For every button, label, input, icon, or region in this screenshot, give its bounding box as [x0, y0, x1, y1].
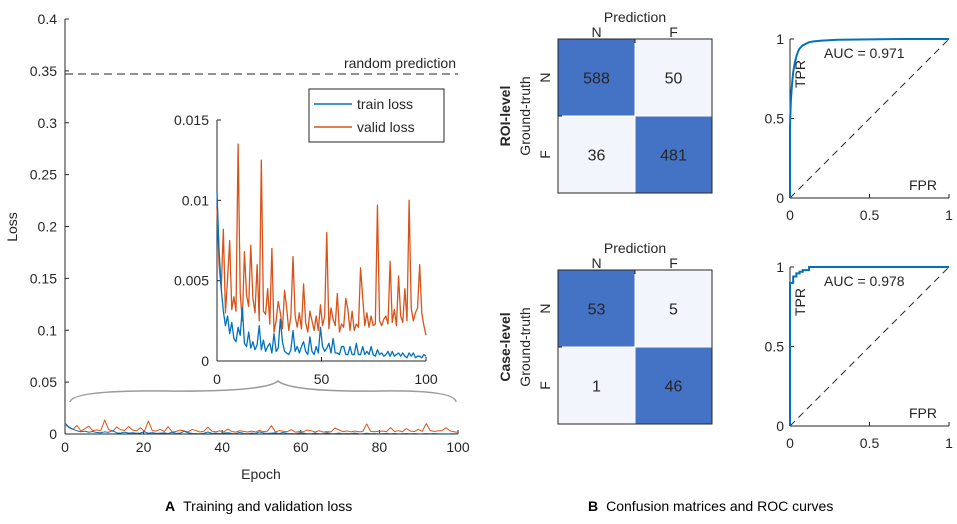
random-prediction-label: random prediction [344, 55, 456, 71]
cm-cell-value: 5 [669, 302, 678, 319]
roc-y-tick-label: 0 [776, 190, 784, 206]
roc-tpr-label: TPR [792, 60, 808, 88]
cm-row-title: Case-level [497, 312, 513, 381]
main-y-tick-label: 0.3 [38, 115, 58, 131]
legend: train loss valid loss [308, 88, 445, 143]
roc-chance-line [789, 266, 950, 427]
caption-a: A Training and validation loss [165, 498, 352, 514]
cm-cell-value: 481 [660, 148, 687, 165]
roc-x-tick-label: 1 [945, 435, 953, 451]
main-x-tick-label: 60 [293, 439, 309, 455]
caption-b-letter: B [588, 498, 599, 514]
cm-cell [634, 38, 713, 117]
roc-auc-label: AUC = 0.971 [824, 45, 905, 61]
cm-cell-value: 588 [583, 71, 610, 88]
zoom-brace [69, 380, 457, 403]
roc-curve-roi: 0 0.5 1 0 0.5 1 AUC = 0.971 FPR TPR [765, 31, 954, 223]
main-y-tick-label: 0.05 [30, 374, 57, 390]
main-y-tick-label: 0.4 [38, 11, 58, 27]
inset-y-tick-label: 0 [201, 353, 209, 369]
roc-x-tick-label: 0.5 [860, 435, 880, 451]
roc-curve-line [789, 266, 949, 426]
cm-col-label: F [669, 255, 678, 271]
main-x-tick-label: 100 [446, 439, 470, 455]
cm-row-title: ROI-level [497, 86, 513, 147]
inset-x-tick-label: 100 [414, 371, 438, 387]
main-y-tick-label: 0 [49, 426, 57, 442]
roc-y-tick-label: 0.5 [765, 339, 785, 355]
roc-y-tick-label: 1 [776, 259, 784, 275]
roc-x-tick-label: 1 [945, 207, 953, 223]
legend-valid-label: valid loss [357, 119, 415, 135]
roc-curve-case: 0 0.5 1 0 0.5 1 AUC = 0.978 FPR TPR [765, 259, 954, 451]
roc-curve-line [789, 38, 949, 198]
main-x-tick-label: 20 [136, 439, 152, 455]
main-x-tick-label: 0 [61, 439, 69, 455]
main-y-tick-label: 0.25 [30, 167, 57, 183]
roc-y-tick-label: 0 [776, 418, 784, 434]
cm-ground-truth-label: Ground-truth [517, 307, 533, 386]
caption-a-letter: A [165, 498, 176, 514]
main-y-axis-label: Loss [4, 212, 20, 242]
inset-loss-plot: 0 50 100 0 0.005 0.01 0.015 [174, 112, 438, 387]
cm-row-label: N [537, 72, 553, 82]
legend-train-label: train loss [357, 96, 413, 112]
roc-tpr-label: TPR [792, 288, 808, 316]
roc-chance-line [789, 38, 950, 199]
roc-fpr-label: FPR [909, 177, 937, 193]
cm-col-label: N [591, 255, 601, 271]
inset-x-tick-label: 50 [314, 371, 330, 387]
cm-cell-value: 53 [588, 302, 606, 319]
main-x-axis-label: Epoch [241, 466, 281, 482]
cm-col-label: N [591, 24, 601, 40]
inset-plot-area [217, 120, 426, 361]
cm-row-label: N [537, 303, 553, 313]
legend-box [308, 88, 445, 143]
main-train-line [64, 419, 459, 433]
inset-x-tick-label: 0 [213, 371, 221, 387]
cm-ground-truth-label: Ground-truth [517, 76, 533, 155]
main-valid-line [64, 422, 459, 435]
cm-prediction-label: Prediction [604, 9, 666, 25]
main-y-tick-label: 0.15 [30, 270, 57, 286]
cm-cell-value: 50 [665, 71, 683, 88]
main-x-tick-label: 80 [372, 439, 388, 455]
inset-y-tick-label: 0.005 [174, 273, 209, 289]
cm-cell-value: 46 [665, 379, 683, 396]
cm-col-label: F [669, 24, 678, 40]
cm-cell-value: 36 [588, 148, 606, 165]
inset-train-line [216, 143, 427, 336]
roc-x-tick-label: 0 [786, 435, 794, 451]
main-y-tick-label: 0.1 [38, 322, 58, 338]
inset-valid-line [216, 192, 427, 359]
main-y-tick-label: 0.35 [30, 63, 57, 79]
main-x-tick-label: 40 [214, 439, 230, 455]
inset-y-tick-label: 0.015 [174, 112, 209, 128]
cm-cell [557, 115, 636, 194]
cm-cell [634, 346, 713, 425]
caption-b: B Confusion matrices and ROC curves [588, 498, 833, 514]
cm-cell [634, 115, 713, 194]
main-y-tick-label: 0.2 [38, 219, 58, 235]
roc-y-tick-label: 0.5 [765, 111, 785, 127]
caption-b-text: Confusion matrices and ROC curves [606, 498, 834, 514]
roc-auc-label: AUC = 0.978 [824, 273, 905, 289]
cm-cell-value: 1 [592, 379, 601, 396]
roc-x-tick-label: 0 [786, 207, 794, 223]
roc-fpr-label: FPR [909, 405, 937, 421]
cm-row-label: F [537, 381, 553, 390]
inset-y-tick-label: 0.01 [182, 192, 209, 208]
caption-a-text: Training and validation loss [183, 498, 353, 514]
cm-row-label: F [537, 150, 553, 159]
roc-y-tick-label: 1 [776, 31, 784, 47]
cm-prediction-label: Prediction [604, 240, 666, 256]
roc-x-tick-label: 0.5 [860, 207, 880, 223]
